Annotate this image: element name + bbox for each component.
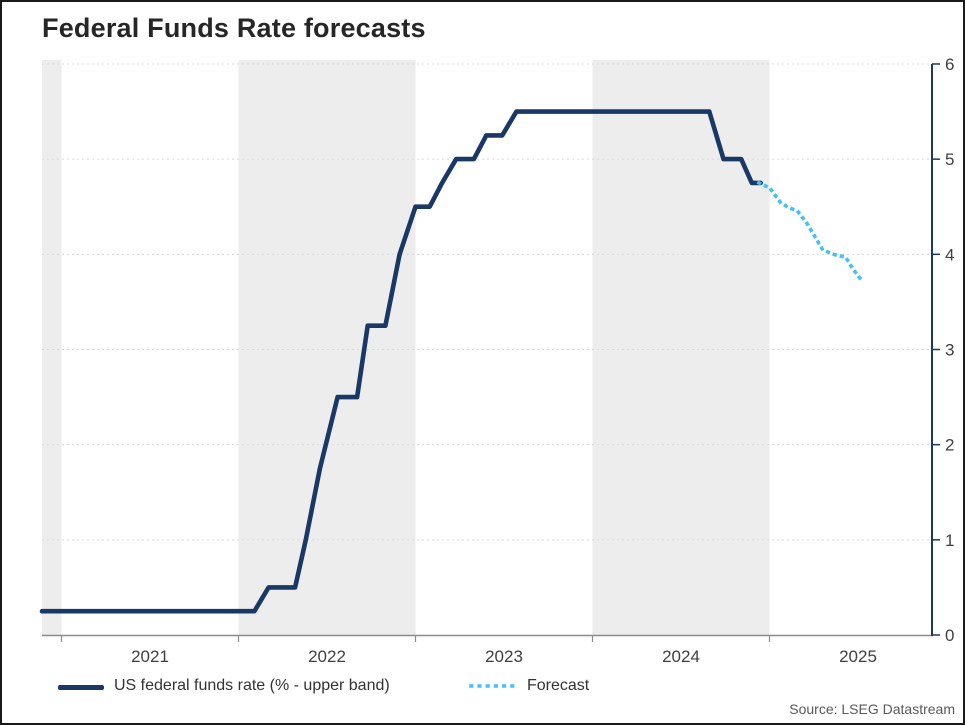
y-tick-label: 3 — [945, 340, 954, 359]
legend-swatch-forecast-line — [469, 684, 519, 688]
source-attribution: Source: LSEG Datastream — [789, 701, 955, 717]
legend-swatch-historical-line — [58, 685, 104, 690]
x-tick-label: 2025 — [839, 647, 877, 666]
page-title: Federal Funds Rate forecasts — [42, 13, 426, 43]
y-tick-label: 0 — [945, 626, 954, 645]
y-tick-label: 1 — [945, 531, 954, 550]
y-tick-label: 4 — [945, 245, 954, 264]
historical-rate-line — [39, 109, 764, 614]
x-tick-label: 2022 — [308, 647, 346, 666]
legend-label-historical: US federal funds rate (% - upper band) — [114, 677, 390, 694]
year-shade-band — [238, 60, 416, 635]
x-tick-label: 2024 — [662, 647, 700, 666]
x-tick-label: 2021 — [131, 647, 169, 666]
y-tick-label: 6 — [945, 55, 954, 74]
year-shade-band — [592, 60, 770, 635]
x-tick-label: 2023 — [485, 647, 523, 666]
y-tick-label: 2 — [945, 436, 954, 455]
y-tick-label: 5 — [945, 150, 954, 169]
legend-label-forecast: Forecast — [527, 677, 590, 694]
year-shade-band — [42, 60, 62, 635]
forecast-line — [756, 180, 863, 281]
